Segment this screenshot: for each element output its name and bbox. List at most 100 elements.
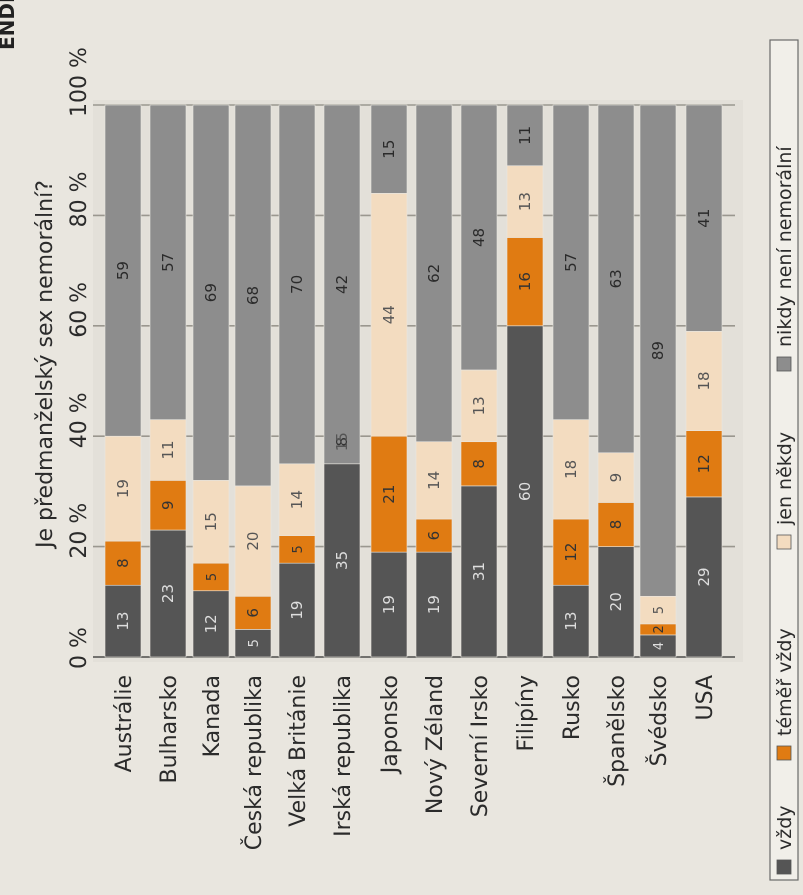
data-label: 5 [291,545,306,553]
category-label: Nový Zéland [423,675,448,814]
data-label: 13 [562,612,580,631]
data-label: 8 [607,520,625,530]
data-labels: 1381959239115712515695620681951470358154… [114,126,713,650]
bar-segment [234,104,272,487]
bar-segment [149,529,187,658]
data-label: 70 [288,275,306,294]
data-label: 89 [649,341,667,360]
data-label: 8 [470,459,488,469]
bar-segment [192,590,230,658]
bar-segment [506,104,544,167]
data-label: 19 [114,479,132,498]
data-label: 20 [607,592,625,611]
legend-label: nikdy není nemorální [774,146,796,347]
bar-segment [149,480,187,531]
x-tick-label: 60 % [67,282,92,338]
x-tick-labels: 0 % 20 % 40 % 60 % 80 % 100 % [67,47,92,669]
bar-segment [104,104,142,437]
bar-segment [149,419,187,481]
bar-segment [460,441,498,487]
bar-segment [639,595,677,625]
data-label: 12 [562,543,580,562]
category-label: Švédsko [646,675,672,766]
data-label: 12 [695,454,713,473]
data-label: 18 [562,460,580,479]
bar-segment [192,480,230,564]
bar-segment [685,430,723,498]
bar-segment [506,325,544,658]
data-label: 29 [695,567,713,586]
data-label: 9 [159,500,177,510]
data-label: 63 [607,269,625,288]
bar-segment [370,435,408,553]
legend-swatch [776,356,792,372]
bar-segment [552,419,590,520]
data-label: 60 [516,482,534,501]
legend-frame [769,39,799,881]
bar-segment [506,237,544,327]
data-label: 19 [425,595,443,614]
bar-segment [506,165,544,238]
data-label: 6 [425,531,443,541]
data-label: 5 [652,606,667,614]
data-label: 6 [244,608,262,618]
category-label: Česká republika [241,675,267,850]
data-label: 20 [244,532,262,551]
category-label: Španělsko [604,675,630,787]
category-label: Austrálie [112,675,137,772]
category-label: Kanada [200,675,225,757]
data-label: 23 [159,584,177,603]
data-label: 19 [380,595,398,614]
data-label: 57 [562,253,580,272]
legend: vždy téměř vždy jen někdy nikdy není nemorá… [769,39,799,881]
bar-segment [278,562,316,658]
bar-segment [370,193,408,437]
category-label: USA [693,675,718,721]
chart-title: Je předmanželský sex nemorální? [33,180,58,550]
data-label: 69 [202,283,220,302]
data-label: 68 [244,286,262,305]
bar-segment [685,496,723,658]
data-label: 14 [288,490,306,509]
bar-segment [415,441,453,520]
data-label: 16 [516,272,534,291]
category-label: Japonsko [378,675,403,775]
x-tick-label: 40 % [67,392,92,448]
data-label: 14 [425,471,443,490]
data-label: 15 [333,432,351,451]
bar-segment [149,104,187,420]
corner-header-text: ENDE [0,0,19,50]
data-label: 57 [159,253,177,272]
data-label: 11 [516,126,534,145]
category-labels: Austrálie Bulharsko Kanada Česká republika V… [112,675,718,850]
data-label: 35 [333,551,351,570]
category-label: Severní Irsko [468,675,493,817]
legend-swatch [776,745,792,761]
data-label: 8 [114,558,132,568]
data-label: 15 [380,140,398,159]
data-label: 12 [202,614,220,633]
bars [104,104,723,658]
data-label: 42 [333,275,351,294]
data-label: 41 [695,209,713,228]
legend-swatch [776,534,792,550]
legend-label: vždy [774,805,796,850]
bar-segment [370,104,408,194]
data-label: 13 [114,612,132,631]
data-label: 59 [114,261,132,280]
category-label: Velká Británie [286,675,311,827]
data-label: 19 [288,601,306,620]
bar-segment [415,518,453,553]
legend-label: téměř vždy [774,628,796,736]
data-label: 31 [470,562,488,581]
bar-segment [639,104,677,597]
bar-segment [552,584,590,658]
bar-segment [552,104,590,420]
bar-segment [192,104,230,481]
bar-segment [192,562,230,592]
bar-segment [104,540,142,586]
data-label: 15 [202,512,220,531]
bar-segment [278,104,316,465]
data-label: 11 [159,440,177,459]
